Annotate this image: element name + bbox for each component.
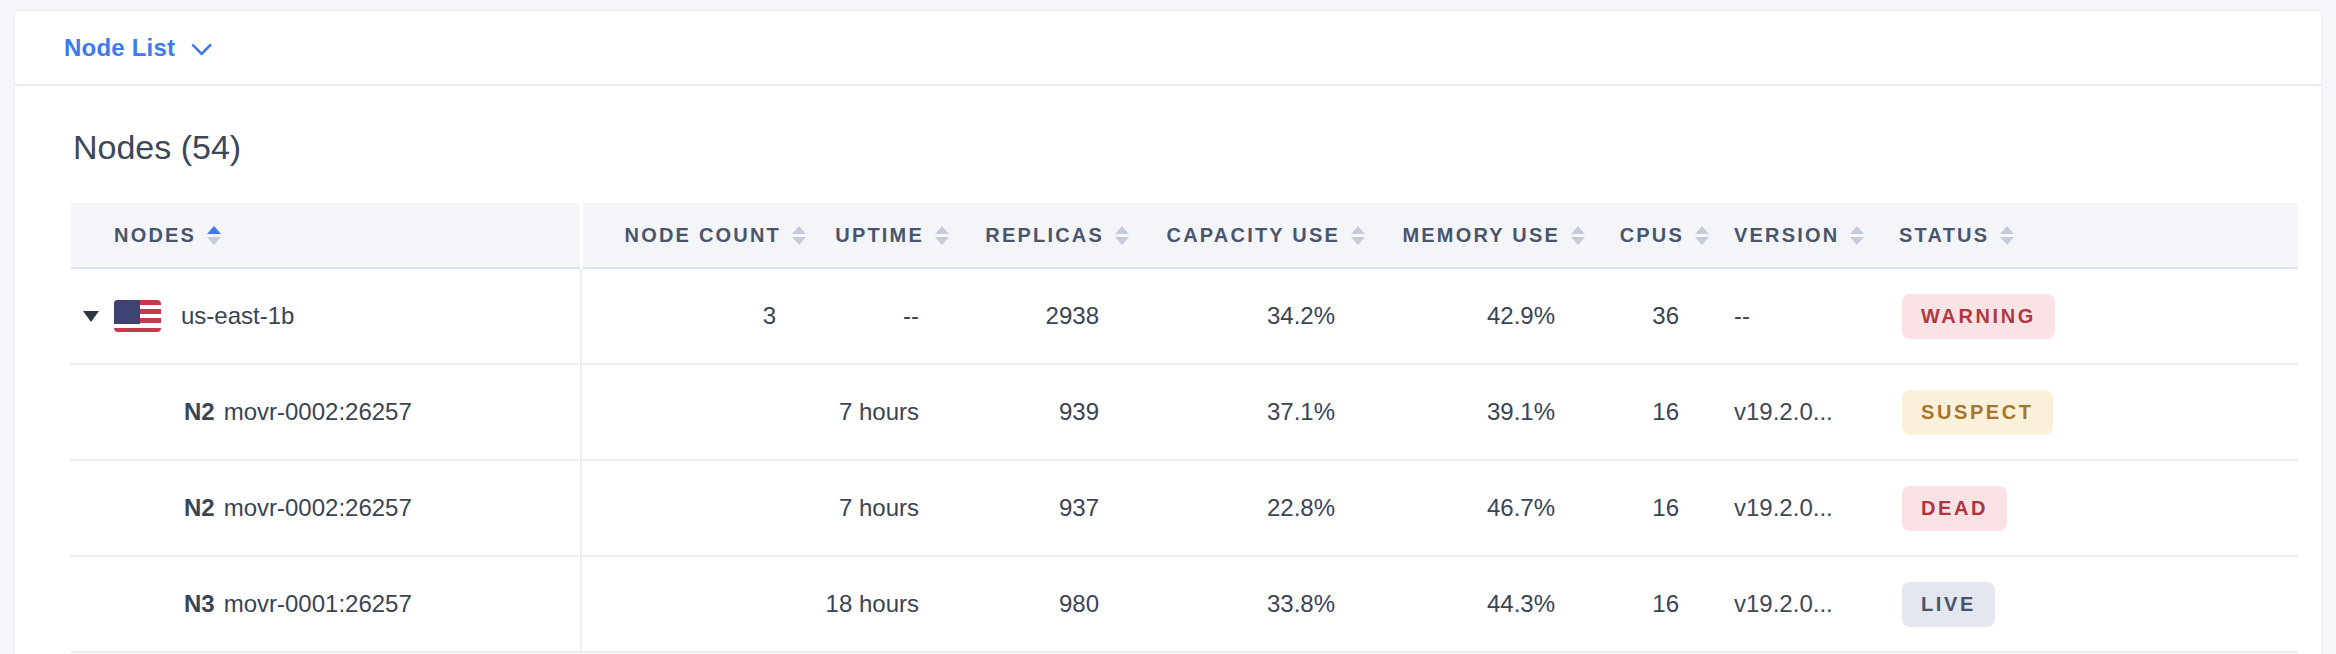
replicas-cell: 2938 <box>953 268 1133 364</box>
content-area: Nodes (54) NODES NODE <box>15 86 2321 653</box>
column-label: MEMORY USE <box>1402 224 1560 247</box>
column-header-node-count[interactable]: NODE COUNT <box>581 203 810 268</box>
uptime-cell: -- <box>810 268 953 364</box>
replicas-cell: 980 <box>953 556 1133 652</box>
column-label: VERSION <box>1734 224 1839 247</box>
uptime-cell: 7 hours <box>810 460 953 556</box>
table-row-node: N2 movr-0002:26257 7 hours 939 37.1% 39.1… <box>71 364 2298 460</box>
node-count-cell <box>581 556 810 652</box>
region-name: us-east-1b <box>181 302 294 330</box>
sort-icon <box>2000 226 2014 245</box>
sort-icon <box>1695 226 1709 245</box>
version-cell: -- <box>1713 268 1879 364</box>
node-name-cell: N2 movr-0002:26257 <box>71 364 581 460</box>
node-count-cell <box>581 364 810 460</box>
region-name-cell: us-east-1b <box>71 268 581 364</box>
version-cell: v19.2.0... <box>1713 364 1879 460</box>
status-cell: DEAD <box>1879 460 2298 556</box>
sort-icon <box>792 226 806 245</box>
status-badge: LIVE <box>1902 582 1995 627</box>
card-header: Node List <box>15 11 2321 86</box>
node-name-cell: N2 movr-0002:26257 <box>71 460 581 556</box>
sort-icon <box>935 226 949 245</box>
collapse-triangle-icon[interactable] <box>83 311 99 322</box>
node-list-dropdown[interactable]: Node List <box>64 34 207 62</box>
page-title: Nodes (54) <box>73 128 2296 167</box>
column-label: REPLICAS <box>985 224 1104 247</box>
capacity-use-cell: 34.2% <box>1133 268 1369 364</box>
node-name-cell: N3 movr-0001:26257 <box>71 556 581 652</box>
node-list-dropdown-label: Node List <box>64 34 175 62</box>
column-header-uptime[interactable]: UPTIME <box>810 203 953 268</box>
version-cell: v19.2.0... <box>1713 556 1879 652</box>
sort-icon <box>1351 226 1365 245</box>
cpus-cell: 16 <box>1589 460 1713 556</box>
status-badge: WARNING <box>1902 294 2055 339</box>
cpus-cell: 16 <box>1589 556 1713 652</box>
nodes-table: NODES NODE COUNT UPTIME <box>71 203 2298 653</box>
chevron-down-icon <box>191 35 212 56</box>
node-id: N3 <box>184 590 215 617</box>
memory-use-cell: 42.9% <box>1369 268 1589 364</box>
capacity-use-cell: 37.1% <box>1133 364 1369 460</box>
sort-icon <box>1571 226 1585 245</box>
sort-icon <box>207 226 221 245</box>
column-header-version[interactable]: VERSION <box>1713 203 1879 268</box>
table-row-node: N2 movr-0002:26257 7 hours 937 22.8% 46.7… <box>71 460 2298 556</box>
status-badge: DEAD <box>1902 486 2007 531</box>
column-header-capacity-use[interactable]: CAPACITY USE <box>1133 203 1369 268</box>
column-header-nodes[interactable]: NODES <box>71 203 581 268</box>
node-id: N2 <box>184 398 215 425</box>
cpus-cell: 36 <box>1589 268 1713 364</box>
column-label: STATUS <box>1899 224 1989 247</box>
column-header-memory-use[interactable]: MEMORY USE <box>1369 203 1589 268</box>
memory-use-cell: 44.3% <box>1369 556 1589 652</box>
replicas-cell: 937 <box>953 460 1133 556</box>
column-header-status[interactable]: STATUS <box>1879 203 2298 268</box>
memory-use-cell: 46.7% <box>1369 460 1589 556</box>
table-row-region: us-east-1b 3 -- 2938 34.2% 42.9% 36 -- W… <box>71 268 2298 364</box>
status-cell: LIVE <box>1879 556 2298 652</box>
node-address: movr-0001:26257 <box>224 590 412 617</box>
capacity-use-cell: 33.8% <box>1133 556 1369 652</box>
table-row-node: N3 movr-0001:26257 18 hours 980 33.8% 44.… <box>71 556 2298 652</box>
capacity-use-cell: 22.8% <box>1133 460 1369 556</box>
column-label: CAPACITY USE <box>1167 224 1340 247</box>
sort-icon <box>1115 226 1129 245</box>
node-id: N2 <box>184 494 215 521</box>
node-count-cell <box>581 460 810 556</box>
node-address: movr-0002:26257 <box>224 494 412 521</box>
sort-icon <box>1850 226 1864 245</box>
column-label: UPTIME <box>835 224 924 247</box>
column-label: CPUS <box>1620 224 1684 247</box>
column-label: NODE COUNT <box>625 224 781 247</box>
version-cell: v19.2.0... <box>1713 460 1879 556</box>
column-header-cpus[interactable]: CPUS <box>1589 203 1713 268</box>
replicas-cell: 939 <box>953 364 1133 460</box>
node-address: movr-0002:26257 <box>224 398 412 425</box>
status-badge: SUSPECT <box>1902 390 2053 435</box>
uptime-cell: 7 hours <box>810 364 953 460</box>
column-header-replicas[interactable]: REPLICAS <box>953 203 1133 268</box>
table-header-row: NODES NODE COUNT UPTIME <box>71 203 2298 268</box>
memory-use-cell: 39.1% <box>1369 364 1589 460</box>
us-flag-icon <box>114 300 161 332</box>
node-list-card: Node List Nodes (54) NODES <box>14 10 2322 654</box>
cpus-cell: 16 <box>1589 364 1713 460</box>
status-cell: SUSPECT <box>1879 364 2298 460</box>
column-label: NODES <box>114 224 196 247</box>
status-cell: WARNING <box>1879 268 2298 364</box>
uptime-cell: 18 hours <box>810 556 953 652</box>
node-count-cell: 3 <box>581 268 810 364</box>
